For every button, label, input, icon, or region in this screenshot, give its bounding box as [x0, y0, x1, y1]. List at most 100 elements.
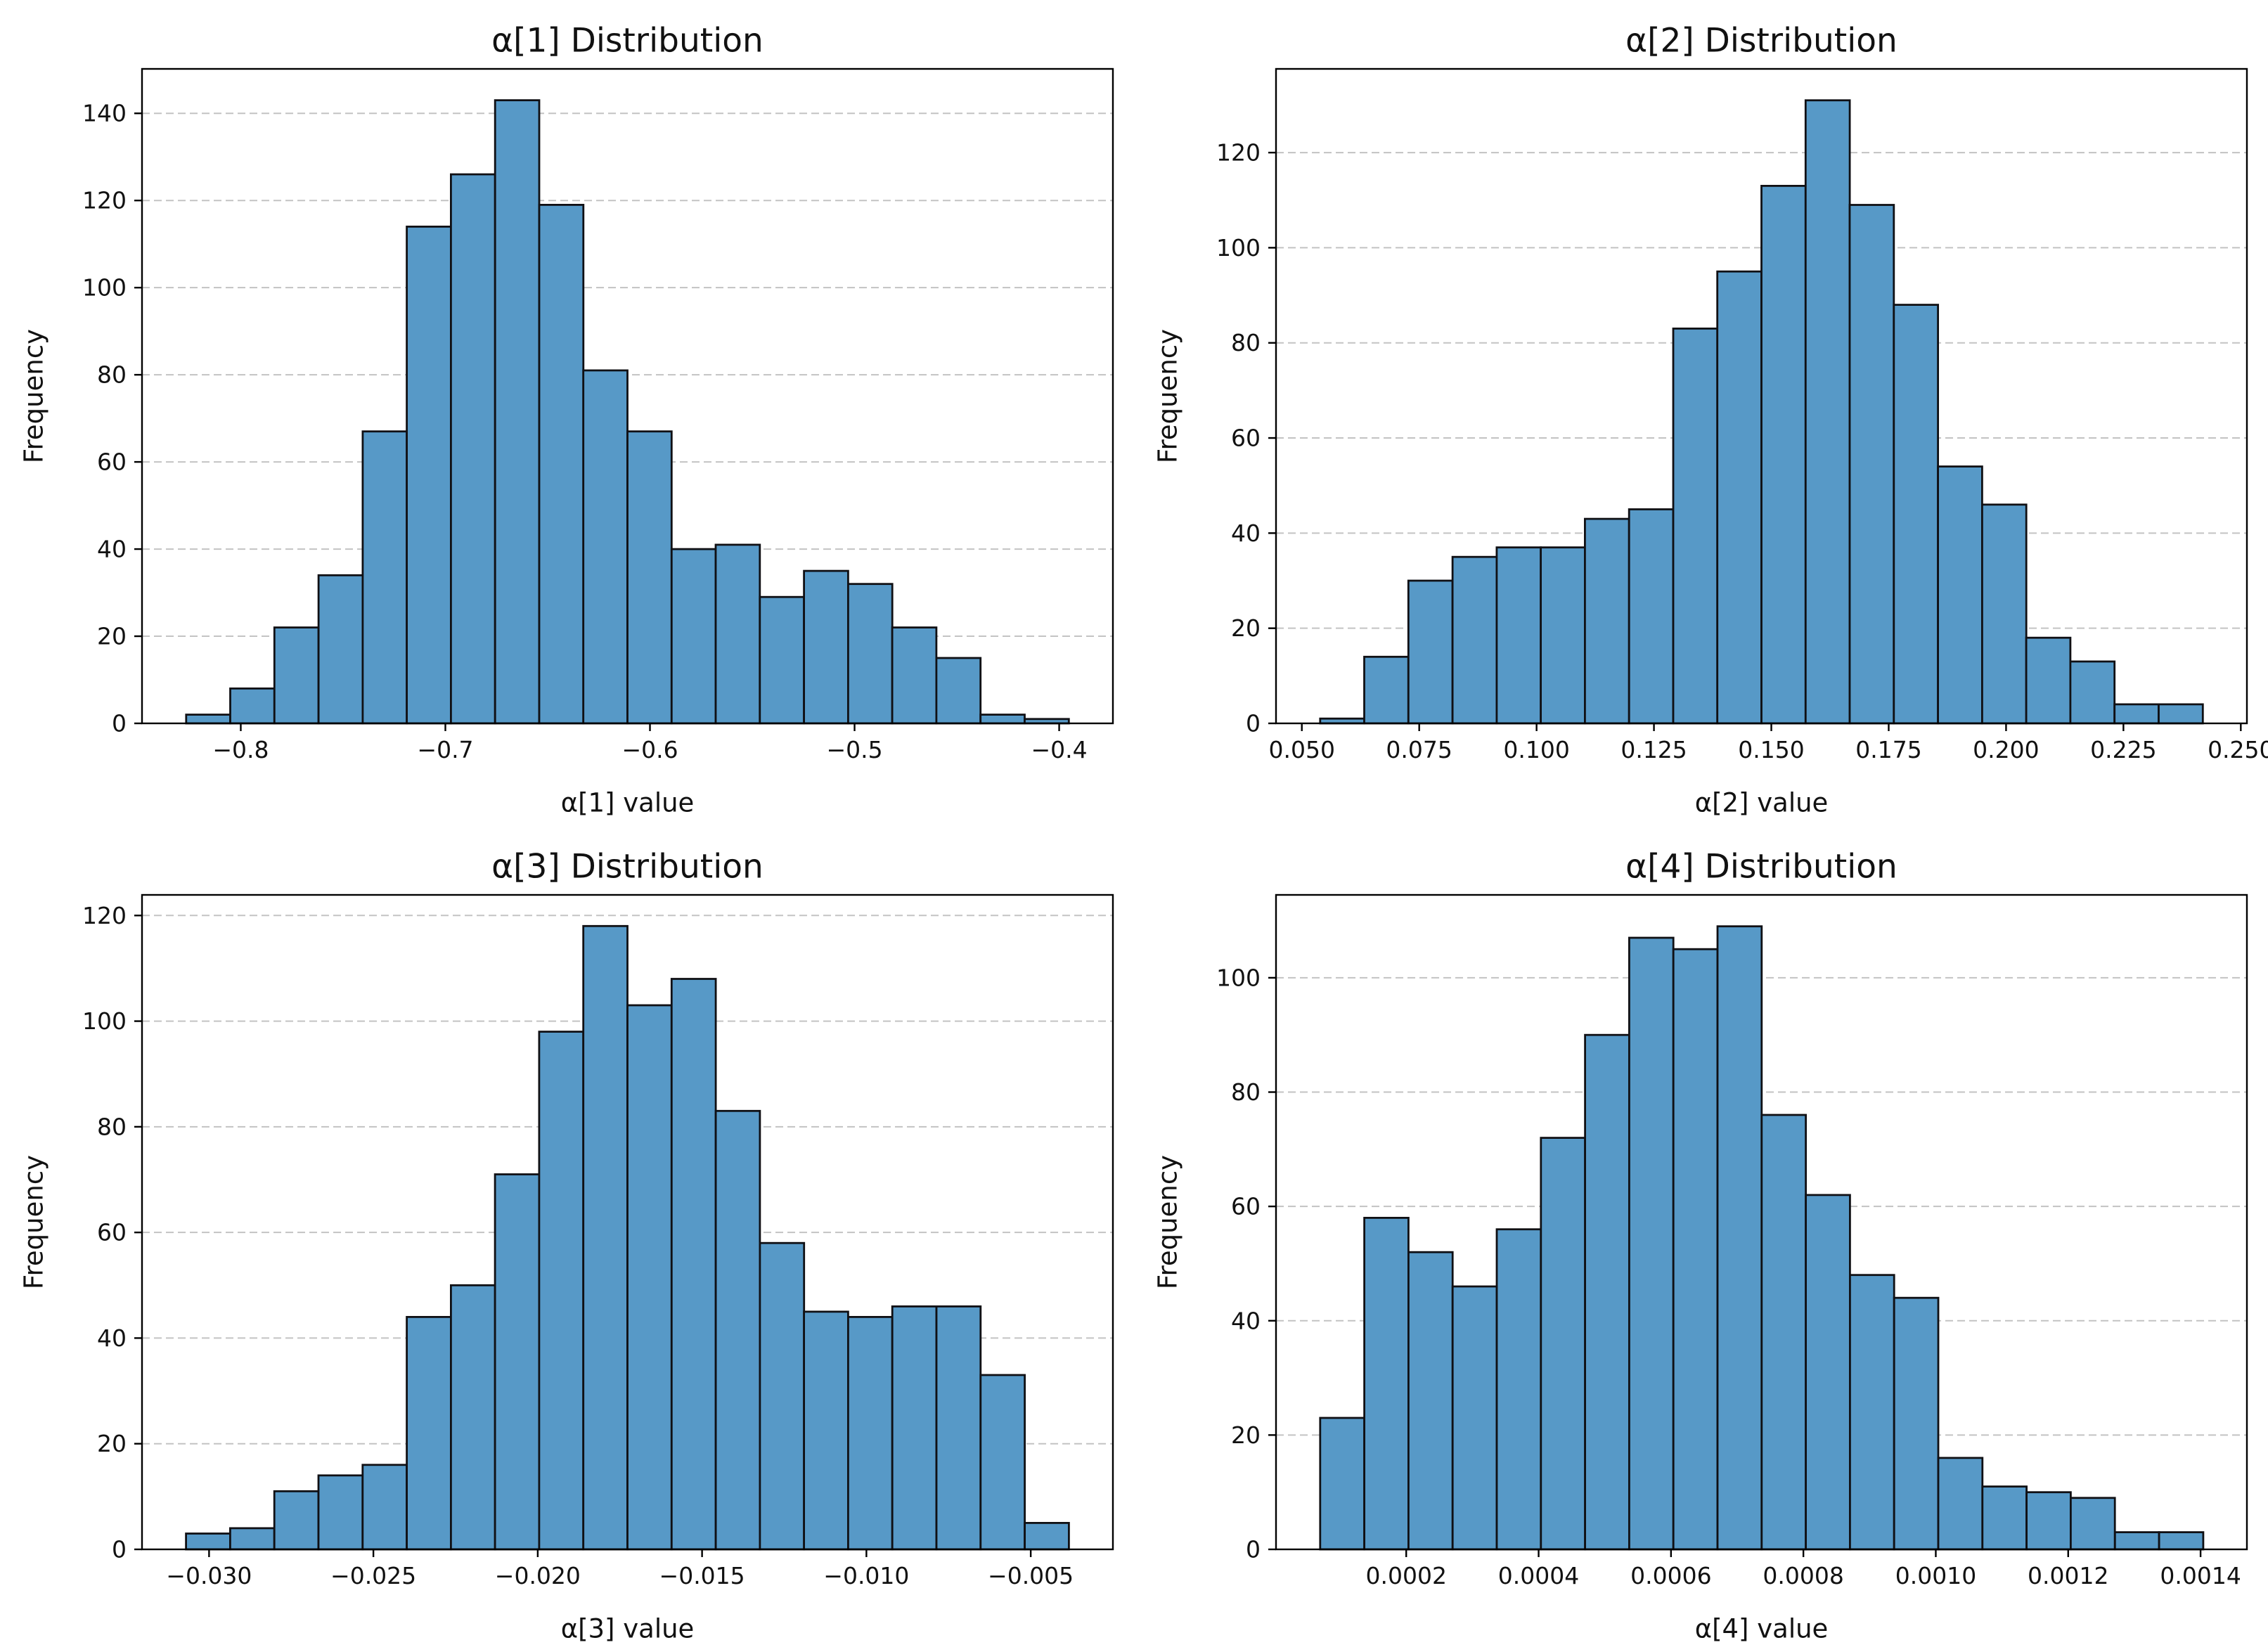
- bar: [361, 1464, 408, 1551]
- bar: [2069, 1497, 2116, 1551]
- bar: [538, 203, 585, 725]
- bar: [2158, 1531, 2205, 1551]
- bar: [626, 1004, 673, 1551]
- bar: [979, 1374, 1026, 1551]
- y-tick-label: 20: [1231, 614, 1261, 642]
- bar: [229, 688, 276, 725]
- bar: [935, 1305, 982, 1551]
- y-tick-label: 80: [1231, 1078, 1261, 1106]
- bar: [1981, 1485, 2028, 1551]
- bar: [1848, 204, 1895, 725]
- y-tick-label: 100: [82, 274, 127, 302]
- bar: [1363, 655, 1410, 725]
- bar: [582, 924, 629, 1551]
- y-tick-label: 80: [97, 1113, 127, 1140]
- bar: [317, 1474, 364, 1551]
- y-tick-label: 0: [1246, 1536, 1261, 1563]
- chart-title: α[2] Distribution: [1625, 22, 1897, 60]
- x-tick-label: 0.250: [2208, 736, 2268, 763]
- x-tick-label: 0.0004: [1498, 1562, 1579, 1589]
- bar: [185, 714, 231, 725]
- bar: [1628, 508, 1675, 725]
- y-tick-label: 60: [1231, 425, 1261, 452]
- y-tick-label: 60: [97, 1219, 127, 1246]
- x-tick-label: 0.0008: [1763, 1562, 1843, 1589]
- bar: [2158, 703, 2204, 725]
- bar: [1024, 1521, 1070, 1551]
- y-tick-label: 120: [1216, 139, 1261, 167]
- bar: [450, 173, 496, 725]
- bar: [2113, 1531, 2160, 1551]
- bar: [670, 978, 717, 1551]
- bar: [714, 543, 761, 725]
- bar: [450, 1284, 496, 1551]
- x-axis-label: α[3] value: [561, 1614, 695, 1644]
- bar: [1363, 1217, 1410, 1551]
- x-tick-label: 0.0010: [1895, 1562, 1976, 1589]
- bar: [847, 583, 894, 725]
- y-tick-label: 0: [1246, 710, 1261, 737]
- bar: [1584, 1033, 1630, 1551]
- bar: [228, 1527, 276, 1551]
- bar: [494, 1173, 541, 1551]
- subplot-alpha-2: 0.050 0.075 0.100 0.125 0.150 0.175 0.200 0.225…: [1153, 22, 2268, 818]
- x-tick-label: 0.175: [1855, 736, 1921, 763]
- bar: [2069, 660, 2116, 725]
- y-tick-label: 0: [112, 1536, 127, 1563]
- plot-border: [1275, 893, 2248, 1551]
- chart-title: α[3] Distribution: [491, 848, 763, 886]
- bar: [891, 1305, 938, 1551]
- bar: [1848, 1274, 1895, 1551]
- y-tick-label: 140: [82, 100, 127, 127]
- bar: [1672, 948, 1719, 1551]
- bars-alpha-1: [185, 99, 1070, 725]
- x-tick-label: 0.0006: [1630, 1562, 1711, 1589]
- y-tick-label: 40: [1231, 520, 1261, 547]
- y-tick-label: 40: [97, 1324, 127, 1352]
- x-axis-label: α[4] value: [1695, 1614, 1829, 1644]
- bar: [1540, 1137, 1587, 1551]
- x-axis-label: α[1] value: [561, 788, 695, 818]
- bar: [1628, 936, 1675, 1551]
- bar: [273, 626, 320, 725]
- x-tick-label: 0.225: [2090, 736, 2156, 763]
- x-tick-label: 0.200: [1973, 736, 2039, 763]
- bar: [1407, 579, 1454, 725]
- x-tick-label: 0.0014: [2160, 1562, 2241, 1589]
- x-tick-label: −0.005: [988, 1562, 1074, 1589]
- x-tick-label: 0.125: [1621, 736, 1687, 763]
- y-axis-label: Frequency: [19, 329, 49, 463]
- bar: [317, 574, 364, 725]
- bar: [1495, 546, 1542, 725]
- subplot-alpha-4: 0.0002 0.0004 0.0006 0.0008 0.0010 0.0012 0.00…: [1153, 848, 2248, 1644]
- bar: [626, 430, 673, 725]
- x-tick-label: 0.100: [1503, 736, 1569, 763]
- y-tick-label: 60: [1231, 1193, 1261, 1220]
- x-tick-label: −0.5: [826, 736, 882, 763]
- x-tick-label: −0.015: [659, 1562, 745, 1589]
- bar: [185, 1532, 231, 1551]
- bar: [891, 626, 938, 725]
- x-tick-label: 0.0012: [2028, 1562, 2108, 1589]
- bar: [1893, 1296, 1940, 1551]
- x-tick-label: −0.7: [417, 736, 473, 763]
- bar: [2025, 1491, 2072, 1551]
- y-tick-label: 0: [112, 710, 127, 737]
- plot-border: [141, 67, 1114, 725]
- bar: [935, 657, 982, 725]
- x-tick-label: 0.0002: [1365, 1562, 1446, 1589]
- y-tick-label: 40: [97, 536, 127, 563]
- y-tick-label: 80: [97, 361, 127, 389]
- bar: [1804, 99, 1851, 725]
- bar: [714, 1109, 761, 1551]
- bar: [1980, 503, 2028, 725]
- x-tick-label: −0.6: [621, 736, 678, 763]
- bar: [538, 1031, 585, 1551]
- y-tick-label: 80: [1231, 329, 1261, 356]
- bar: [582, 369, 629, 725]
- bar: [803, 569, 849, 725]
- chart-title: α[1] Distribution: [491, 22, 763, 60]
- bar: [979, 714, 1026, 725]
